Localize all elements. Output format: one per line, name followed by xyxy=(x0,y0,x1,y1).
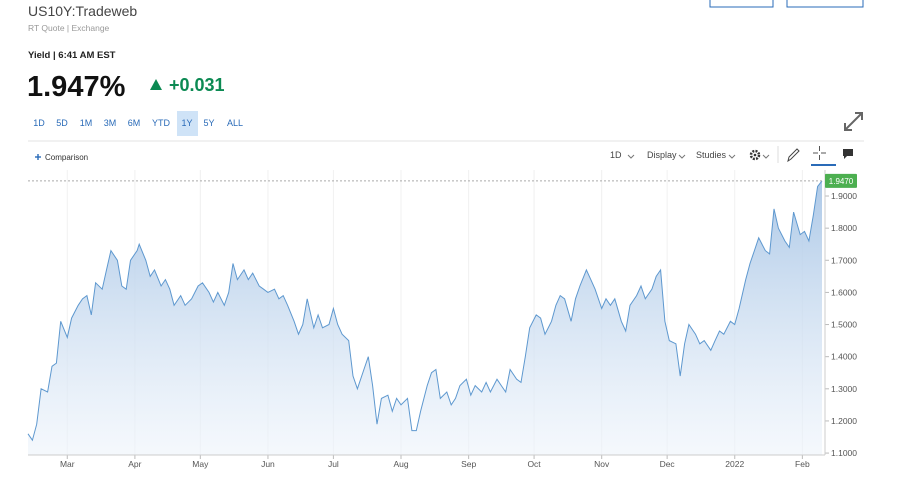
x-tick-label: Aug xyxy=(393,459,408,469)
range-button[interactable]: 5D xyxy=(56,118,68,128)
range-button[interactable]: ALL xyxy=(227,118,243,128)
x-tick-label: Jun xyxy=(261,459,275,469)
comment-icon[interactable] xyxy=(843,149,853,159)
x-tick-label: Oct xyxy=(527,459,541,469)
x-tick-label: Nov xyxy=(594,459,610,469)
expand-icon[interactable] xyxy=(844,112,863,131)
range-button[interactable]: 5Y xyxy=(203,118,214,128)
range-button[interactable]: 6M xyxy=(128,118,141,128)
y-tick-label: 1.9000 xyxy=(831,191,857,201)
comparison[interactable]: Comparison xyxy=(45,153,88,162)
crosshair-icon[interactable] xyxy=(813,146,826,160)
chevron xyxy=(728,154,736,159)
pencil-icon[interactable] xyxy=(787,148,800,163)
x-tick-label: May xyxy=(192,459,209,469)
series-line xyxy=(27,180,823,442)
range-button[interactable]: 1Y xyxy=(181,118,192,128)
y-tick-label: 1.3000 xyxy=(831,384,857,394)
y-tick-label: 1.1000 xyxy=(831,448,857,458)
x-tick-label: 2022 xyxy=(725,459,744,469)
plus-icon[interactable] xyxy=(35,154,41,160)
current-badge xyxy=(825,173,857,188)
range-selected xyxy=(177,111,198,136)
price: 1.947% xyxy=(27,71,126,103)
range-button[interactable]: 3M xyxy=(104,118,117,128)
range-button[interactable]: 1M xyxy=(80,118,93,128)
current-label: 1.9470 xyxy=(829,177,854,186)
up-arrow xyxy=(150,79,162,90)
chevron xyxy=(627,154,635,159)
range-bar: 1D 5D 1M 3M 6M YTD 1Y 5Y ALL xyxy=(33,111,243,136)
top-button[interactable] xyxy=(709,0,774,8)
y-tick-label: 1.7000 xyxy=(831,255,857,265)
top-button[interactable] xyxy=(786,0,864,8)
x-tick-label: Jul xyxy=(328,459,339,469)
studies[interactable]: Studies xyxy=(696,150,727,160)
y-tick-label: 1.6000 xyxy=(831,287,857,297)
display[interactable]: Display xyxy=(647,150,677,160)
x-tick-label: Feb xyxy=(795,459,810,469)
x-tick-label: Apr xyxy=(128,459,141,469)
x-tick-label: Sep xyxy=(461,459,476,469)
y-tick-label: 1.5000 xyxy=(831,320,857,330)
x-tick-label: Mar xyxy=(60,459,75,469)
gear-icon[interactable] xyxy=(749,149,761,161)
change: +0.031 xyxy=(169,75,225,95)
y-tick-label: 1.2000 xyxy=(831,416,857,426)
source: RT Quote | Exchange xyxy=(28,23,110,33)
range-button[interactable]: 1D xyxy=(33,118,45,128)
symbol: US10Y:Tradeweb xyxy=(28,3,137,19)
range-button[interactable]: YTD xyxy=(152,118,171,128)
chevron xyxy=(678,154,686,159)
interval[interactable]: 1D xyxy=(610,150,622,160)
x-tick-label: Dec xyxy=(660,459,676,469)
chart: Mar Apr May Jun Jul Aug Sep Oct Nov Dec 2022 Feb 1.1… xyxy=(27,170,857,469)
y-tick-label: 1.4000 xyxy=(831,352,857,362)
y-tick-label: 1.8000 xyxy=(831,223,857,233)
yield-label: Yield | 6:41 AM EST xyxy=(28,50,116,61)
chevron xyxy=(762,154,770,159)
area-fill xyxy=(28,180,822,455)
